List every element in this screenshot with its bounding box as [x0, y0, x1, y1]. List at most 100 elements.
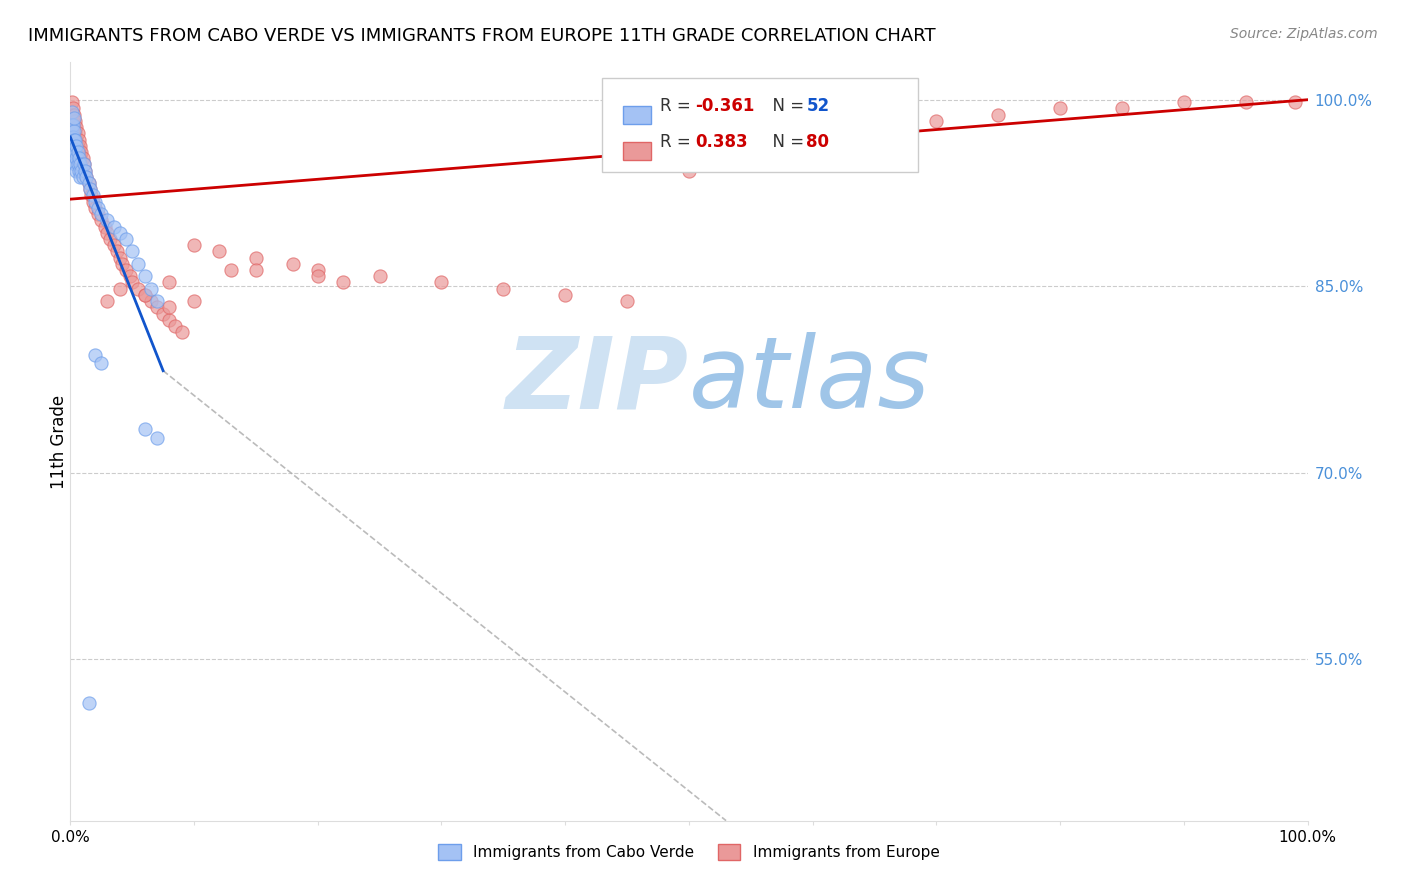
Point: [79, 182, 101, 196]
Point: [60, 130, 83, 145]
Point: [127, 282, 149, 296]
Point: [96, 213, 118, 227]
Point: [121, 276, 143, 290]
Point: [63, 154, 86, 169]
Point: [134, 269, 156, 284]
Point: [121, 244, 143, 259]
Point: [62, 143, 84, 157]
Point: [157, 276, 180, 290]
Point: [90, 356, 112, 370]
Point: [170, 325, 193, 339]
Point: [62, 102, 84, 116]
Text: R =: R =: [661, 133, 696, 151]
Point: [84, 194, 107, 209]
Point: [1111, 102, 1133, 116]
Point: [62, 136, 84, 151]
Text: N =: N =: [762, 96, 810, 115]
Point: [152, 306, 174, 320]
Text: N =: N =: [762, 133, 810, 151]
Point: [67, 163, 90, 178]
Point: [66, 126, 89, 140]
Point: [801, 126, 824, 140]
Point: [987, 108, 1010, 122]
Point: [1284, 95, 1306, 110]
Point: [157, 301, 180, 315]
Point: [79, 182, 101, 196]
Point: [208, 244, 231, 259]
Point: [65, 120, 87, 134]
Point: [108, 226, 131, 240]
Point: [73, 157, 96, 171]
Point: [118, 269, 141, 284]
Point: [554, 288, 576, 302]
Point: [63, 143, 86, 157]
Point: [146, 301, 169, 315]
Text: IMMIGRANTS FROM CABO VERDE VS IMMIGRANTS FROM EUROPE 11TH GRADE CORRELATION CHAR: IMMIGRANTS FROM CABO VERDE VS IMMIGRANTS…: [28, 27, 936, 45]
Point: [63, 132, 86, 146]
Point: [60, 136, 83, 151]
Point: [69, 157, 91, 171]
Point: [103, 238, 125, 252]
Point: [146, 431, 169, 445]
Point: [219, 263, 242, 277]
Point: [65, 113, 87, 128]
Point: [1234, 95, 1257, 110]
Point: [245, 251, 267, 265]
Text: 52: 52: [807, 96, 830, 115]
Point: [94, 219, 117, 234]
Point: [75, 163, 97, 178]
Point: [165, 318, 187, 333]
Point: [492, 282, 515, 296]
Point: [86, 201, 108, 215]
Point: [82, 194, 104, 209]
Point: [66, 157, 89, 171]
Text: -0.361: -0.361: [695, 96, 755, 115]
Point: [65, 132, 87, 146]
Point: [77, 176, 100, 190]
Point: [111, 257, 134, 271]
Point: [62, 113, 84, 128]
Point: [60, 105, 83, 120]
Point: [108, 282, 131, 296]
Point: [157, 312, 180, 326]
FancyBboxPatch shape: [623, 105, 651, 124]
Point: [63, 120, 86, 134]
Point: [108, 251, 131, 265]
Point: [90, 207, 112, 221]
Point: [66, 138, 89, 153]
Point: [134, 288, 156, 302]
FancyBboxPatch shape: [623, 142, 651, 161]
Point: [69, 138, 91, 153]
Y-axis label: 11th Grade: 11th Grade: [51, 394, 67, 489]
Point: [73, 157, 96, 171]
Point: [65, 138, 87, 153]
Point: [70, 145, 93, 159]
Point: [139, 294, 162, 309]
Text: R =: R =: [661, 96, 696, 115]
Point: [96, 226, 118, 240]
Point: [77, 176, 100, 190]
Point: [1049, 102, 1071, 116]
Point: [63, 132, 86, 146]
Point: [67, 151, 90, 165]
Point: [77, 696, 100, 710]
Text: atlas: atlas: [689, 333, 931, 429]
Point: [183, 238, 205, 252]
Point: [65, 138, 87, 153]
Point: [75, 169, 97, 184]
Point: [127, 257, 149, 271]
Point: [616, 294, 638, 309]
Point: [60, 108, 83, 122]
Point: [65, 145, 87, 159]
Point: [65, 151, 87, 165]
Point: [69, 169, 91, 184]
Point: [307, 263, 329, 277]
Point: [63, 149, 86, 163]
Point: [146, 294, 169, 309]
Point: [67, 132, 90, 146]
Point: [281, 257, 304, 271]
Point: [863, 120, 886, 134]
FancyBboxPatch shape: [602, 78, 918, 172]
Point: [98, 232, 121, 246]
Point: [115, 263, 138, 277]
